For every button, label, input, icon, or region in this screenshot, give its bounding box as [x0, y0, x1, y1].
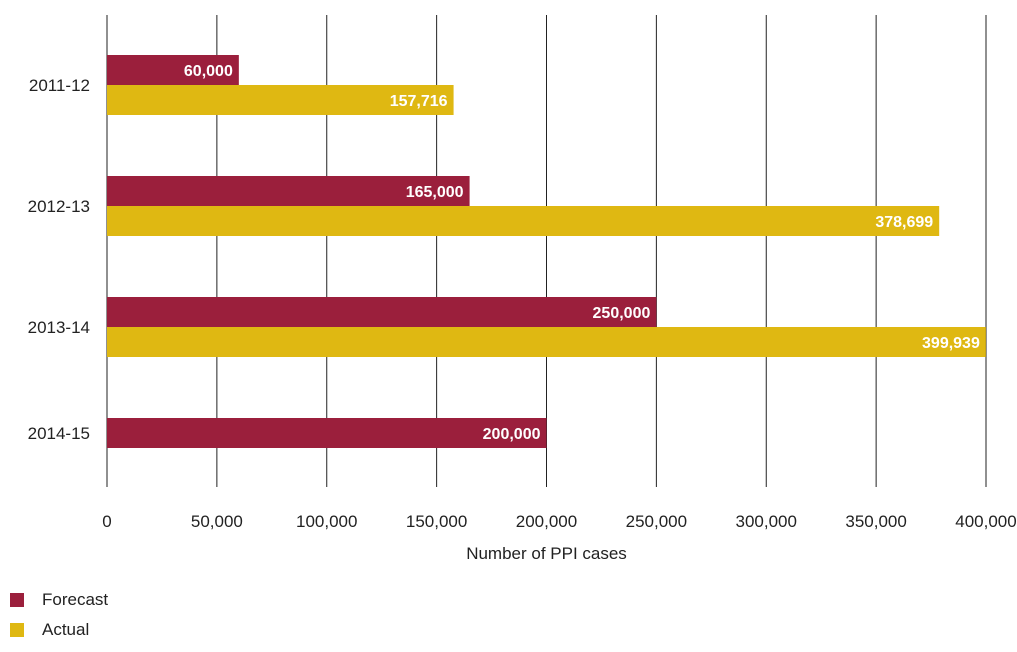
legend-swatch-actual — [10, 623, 24, 637]
x-axis-title: Number of PPI cases — [466, 544, 627, 563]
category-label-0: 2011-12 — [29, 76, 90, 95]
data-label-actual-2: 399,939 — [922, 335, 980, 352]
bar-forecast-2 — [107, 297, 657, 327]
x-tick-label-2: 100,000 — [296, 512, 357, 531]
data-label-actual-1: 378,699 — [875, 214, 933, 231]
x-tick-label-8: 400,000 — [955, 512, 1016, 531]
data-label-actual-0: 157,716 — [390, 93, 448, 110]
x-tick-label-7: 350,000 — [845, 512, 906, 531]
bar-forecast-3 — [107, 418, 547, 448]
x-tick-label-0: 0 — [102, 512, 111, 531]
data-label-forecast-0: 60,000 — [184, 63, 233, 80]
x-tick-label-6: 300,000 — [736, 512, 797, 531]
x-tick-label-5: 250,000 — [626, 512, 687, 531]
x-tick-label-3: 150,000 — [406, 512, 467, 531]
category-label-1: 2012-13 — [28, 197, 90, 216]
legend-item-forecast: Forecast — [10, 590, 108, 610]
bar-actual-2 — [107, 327, 986, 357]
x-tick-label-1: 50,000 — [191, 512, 243, 531]
x-tick-label-4: 200,000 — [516, 512, 577, 531]
bar-actual-0 — [107, 85, 454, 115]
legend-item-actual: Actual — [10, 620, 108, 640]
legend-label-forecast: Forecast — [42, 590, 109, 609]
bar-forecast-1 — [107, 176, 470, 206]
category-label-3: 2014-15 — [28, 424, 90, 443]
bar-actual-1 — [107, 206, 940, 236]
legend-swatch-forecast — [10, 593, 24, 607]
data-label-forecast-1: 165,000 — [406, 184, 464, 201]
legend-label-actual: Actual — [42, 620, 90, 639]
data-label-forecast-3: 200,000 — [483, 426, 541, 443]
bar-forecast-0 — [107, 55, 239, 85]
ppi-cases-chart: 0 50,000 100,000 150,000 200,000 250,000 300,0… — [28, 15, 1017, 563]
legend: Forecast Actual — [10, 590, 108, 650]
category-label-2: 2013-14 — [28, 318, 90, 337]
data-label-forecast-2: 250,000 — [593, 305, 651, 322]
